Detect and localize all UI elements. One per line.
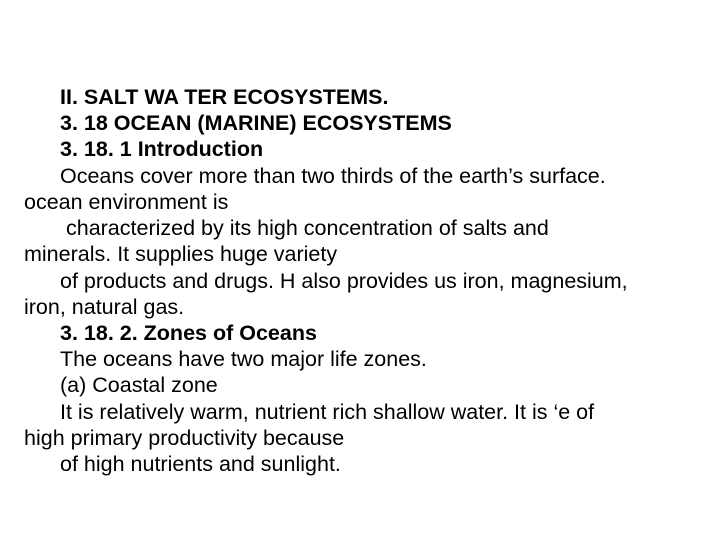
heading-section-2: II. SALT WA TER ECOSYSTEMS. (24, 84, 700, 110)
body-line: of products and drugs. H also provides u… (24, 268, 700, 294)
document-page: II. SALT WA TER ECOSYSTEMS. 3. 18 OCEAN … (0, 0, 720, 540)
body-line: of high nutrients and sunlight. (24, 451, 700, 477)
body-line: (a) Coastal zone (24, 372, 700, 398)
body-line: Oceans cover more than two thirds of the… (24, 163, 700, 189)
body-line: It is relatively warm, nutrient rich sha… (24, 399, 700, 425)
heading-3-18: 3. 18 OCEAN (MARINE) ECOSYSTEMS (24, 110, 700, 136)
heading-3-18-2: 3. 18. 2. Zones of Oceans (24, 320, 700, 346)
body-line: iron, natural gas. (24, 294, 700, 320)
body-line: high primary productivity because (24, 425, 700, 451)
body-line: characterized by its high concentration … (24, 215, 700, 241)
heading-3-18-1: 3. 18. 1 Introduction (24, 136, 700, 162)
body-line: The oceans have two major life zones. (24, 346, 700, 372)
body-line: minerals. It supplies huge variety (24, 241, 700, 267)
body-line: ocean environment is (24, 189, 700, 215)
